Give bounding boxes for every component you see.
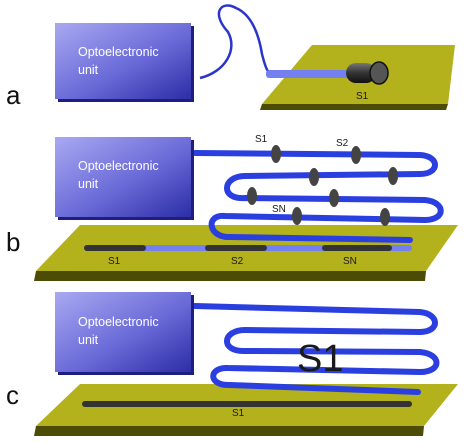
panel-c-unit-line1: Optoelectronic bbox=[78, 315, 159, 329]
panel-a: a S1 Optoelectronic unit bbox=[6, 4, 455, 110]
panel-a-sensor-icon bbox=[346, 61, 389, 85]
panel-b-plate-sensor-sn bbox=[322, 245, 392, 251]
panel-b-sensor-label-sn: SN bbox=[272, 204, 286, 215]
panel-c: c S1 S1 Optoelectronic unit bbox=[6, 292, 458, 436]
panel-b-unit-line1: Optoelectronic bbox=[78, 159, 159, 173]
panel-b-sensor-marker bbox=[351, 146, 361, 164]
panel-b-plate-sensor-s1 bbox=[84, 245, 146, 251]
panel-a-plate-edge bbox=[260, 104, 448, 110]
panel-b-plate-edge bbox=[34, 271, 426, 281]
panel-b-sensor-marker bbox=[309, 168, 319, 186]
panel-c-sensor-label: S1 bbox=[297, 338, 343, 380]
panel-c-fiber bbox=[192, 303, 440, 395]
panel-c-plate-edge bbox=[34, 426, 424, 436]
panel-b-sensor-marker bbox=[329, 189, 339, 207]
panel-b-sensor-marker bbox=[388, 167, 398, 185]
panel-a-fiber bbox=[199, 4, 275, 80]
panel-a-optoelectronic-unit: Optoelectronic unit bbox=[55, 23, 194, 102]
panel-c-optoelectronic-unit: Optoelectronic unit bbox=[55, 292, 194, 375]
panel-c-unit-line2: unit bbox=[78, 333, 99, 347]
panel-b-sensor-label-s2: S2 bbox=[336, 138, 349, 149]
panel-b-plate-label-s1: S1 bbox=[108, 256, 121, 267]
panel-b: b S1 S2 SN S1 S2 SN Optoelectronic unit bbox=[6, 134, 458, 281]
panel-c-plate-label-s1: S1 bbox=[232, 408, 245, 419]
panel-b-sensor-marker bbox=[292, 207, 302, 225]
panel-b-unit-line2: unit bbox=[78, 177, 99, 191]
panel-a-unit-line2: unit bbox=[78, 63, 99, 77]
panel-a-unit-line1: Optoelectronic bbox=[78, 45, 159, 59]
panel-a-letter: a bbox=[6, 80, 21, 110]
panel-b-optoelectronic-unit: Optoelectronic unit bbox=[55, 137, 194, 220]
panel-b-sensor-marker bbox=[271, 145, 281, 163]
panel-b-plate-label-sn: SN bbox=[343, 256, 357, 267]
panel-b-sensor-label-s1: S1 bbox=[255, 134, 268, 145]
panel-b-plate-label-s2: S2 bbox=[231, 256, 244, 267]
panel-b-sensor-marker bbox=[247, 187, 257, 205]
panel-b-plate-sensor-s2 bbox=[205, 245, 267, 251]
panel-c-letter: c bbox=[6, 380, 19, 410]
panel-a-sensor-label: S1 bbox=[356, 91, 369, 102]
panel-b-sensor-marker bbox=[380, 208, 390, 226]
panel-c-plate-sensor-s1 bbox=[82, 401, 412, 407]
panel-b-letter: b bbox=[6, 227, 20, 257]
panel-a-fiber-lead bbox=[266, 70, 352, 78]
